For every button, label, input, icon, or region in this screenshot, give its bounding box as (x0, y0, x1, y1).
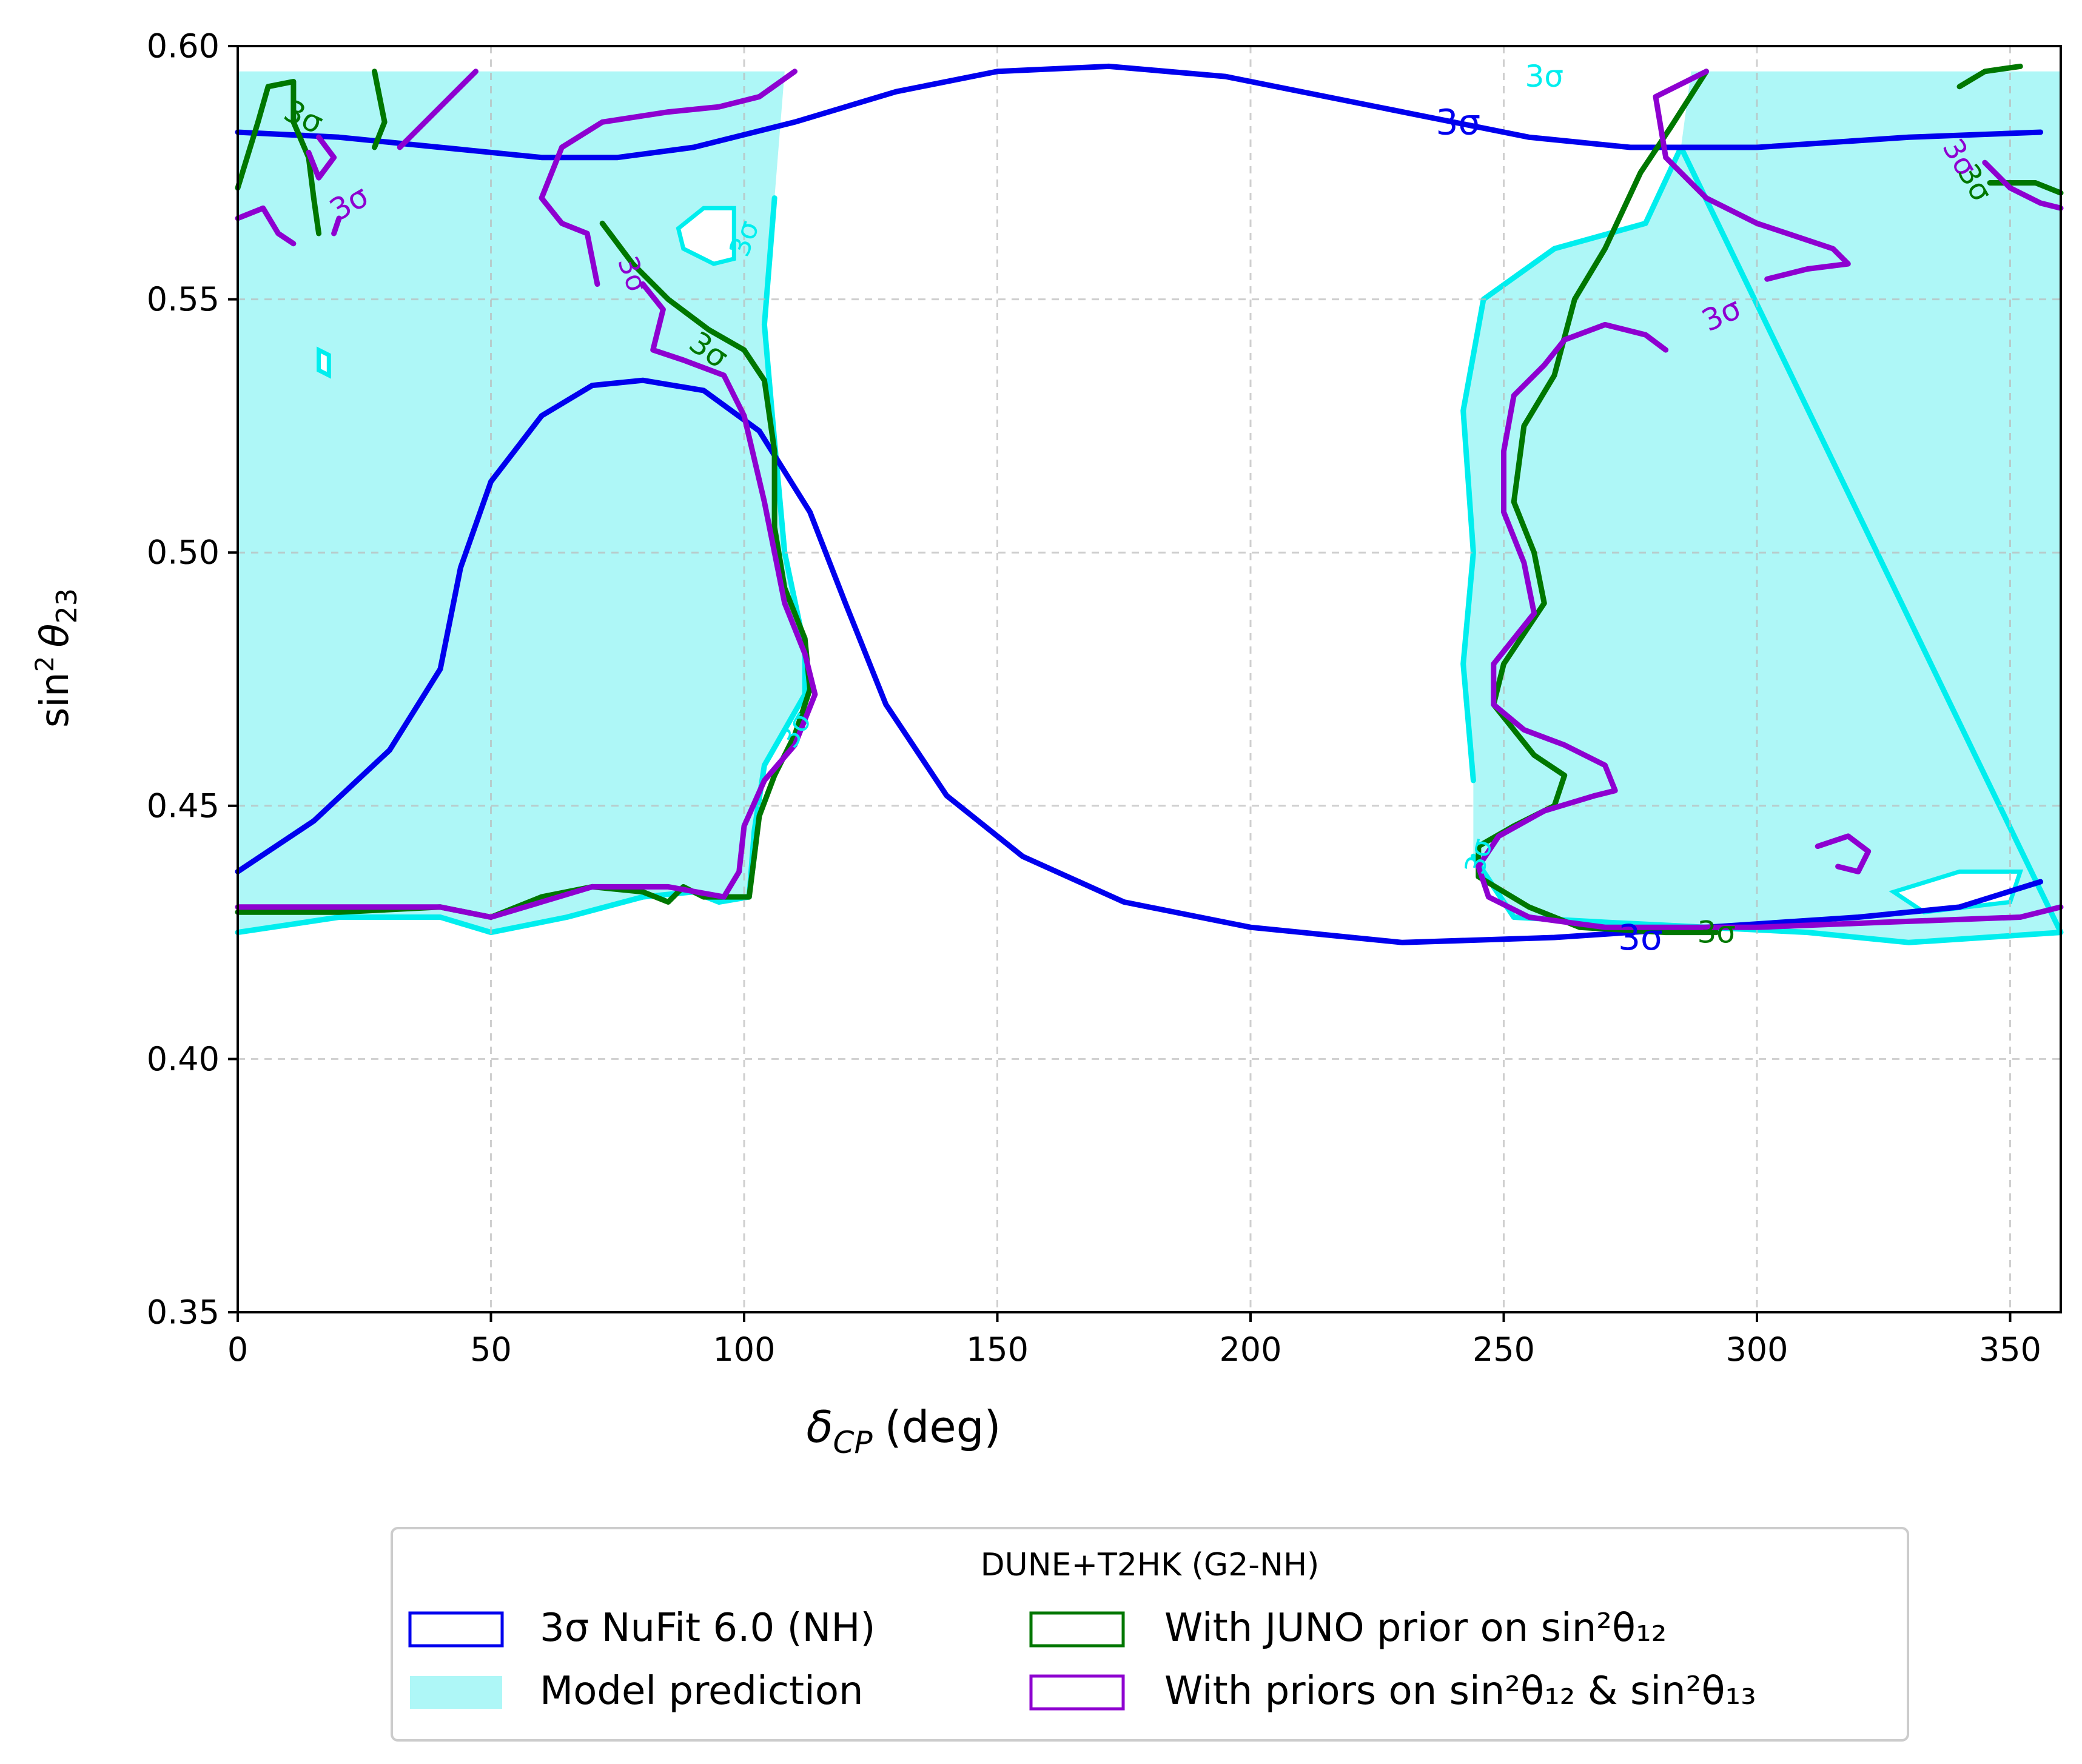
x-tick-label: 200 (1219, 1330, 1281, 1369)
x-axis-label-sub: CP (833, 1425, 873, 1460)
model-prediction-region (1463, 71, 2061, 943)
y-axis-label-symbol: θ (33, 623, 78, 647)
legend-title: DUNE+T2HK (G2-NH) (981, 1547, 1320, 1583)
x-axis-label-symbol: δ (806, 1401, 833, 1452)
juno-contour-segment (235, 79, 322, 236)
legend-label-juno: With JUNO prior on sin²θ₁₂ (1164, 1606, 1667, 1651)
y-tick-label: 0.35 (147, 1293, 220, 1332)
priors-contour-segment (539, 69, 798, 287)
legend-label-priors: With priors on sin²θ₁₂ & sin²θ₁₃ (1164, 1669, 1756, 1714)
model-prediction-hole (318, 350, 329, 375)
x-tick-label: 300 (1725, 1330, 1788, 1369)
contour-label: 3σ (1697, 915, 1736, 950)
legend-frame (391, 1527, 1909, 1742)
priors-contour-segment (1982, 159, 2064, 211)
legend-label-model: Model prediction (540, 1669, 864, 1714)
nufit-contour-segment (235, 63, 2044, 161)
x-tick-label: 250 (1473, 1330, 1535, 1369)
priors-contour-segment (331, 215, 342, 236)
axes: 0 50 100 150 200 250 300 350 0.35 0.40 0.45 0.50 0.5… (147, 27, 2062, 1369)
y-axis-label-sup: 2 (30, 656, 59, 672)
x-tick-label: 100 (713, 1330, 775, 1369)
priors-contour-segment (235, 205, 297, 247)
y-tick-label: 0.50 (147, 534, 220, 572)
priors-contour-segment (306, 134, 337, 181)
legend-swatch-juno (1029, 1611, 1125, 1648)
juno-contour-segment (1476, 69, 1719, 936)
juno-contour-segment (235, 220, 813, 920)
axes-frame (237, 45, 2062, 1313)
model-prediction-hole (1893, 871, 2021, 913)
x-tick-label: 350 (1979, 1330, 2041, 1369)
x-tick-label: 0 (227, 1330, 248, 1369)
model-prediction-region (238, 71, 805, 933)
y-axis-label-prefix: sin (33, 672, 78, 728)
legend-swatch-priors (1029, 1674, 1125, 1711)
legend-swatch-nufit (408, 1611, 504, 1648)
model-prediction-hole-edge (676, 206, 736, 266)
x-tick-label: 150 (966, 1330, 1029, 1369)
x-tick-label: 50 (470, 1330, 512, 1369)
model-prediction-hole (678, 208, 734, 264)
y-tick-label: 0.60 (147, 27, 220, 65)
juno-contour-segment (1956, 63, 2023, 90)
contour-label: 3σ (1618, 917, 1663, 958)
priors-contour-segment (235, 281, 818, 920)
juno-contour-segment (372, 69, 388, 150)
priors-contour-segment (397, 69, 479, 150)
contour-label: 3σ (1525, 59, 1564, 94)
priors-contour-segment (1815, 833, 1872, 874)
priors-contour-segment (1653, 69, 1851, 282)
legend-swatch-model (410, 1676, 502, 1709)
y-tick-label: 0.45 (147, 786, 220, 825)
legend: DUNE+T2HK (G2-NH) 3σ NuFit 6.0 (NH) Mode… (391, 1527, 1909, 1742)
contour-label: 3σ (1436, 101, 1481, 143)
y-axis-label: sin2 θ23 (30, 588, 83, 728)
priors-contour-segment (1476, 321, 2064, 930)
y-tick-label: 0.55 (147, 280, 220, 318)
y-tick-label: 0.40 (147, 1040, 220, 1078)
model-prediction-hole-edge (317, 346, 331, 379)
legend-label-nufit: 3σ NuFit 6.0 (NH) (540, 1606, 876, 1651)
y-axis-label-sub: 23 (50, 588, 83, 624)
x-axis-label-unit: (deg) (885, 1401, 1001, 1452)
nufit-contour-segment (235, 377, 2044, 945)
x-axis-label: δCP (deg) (806, 1401, 1001, 1460)
